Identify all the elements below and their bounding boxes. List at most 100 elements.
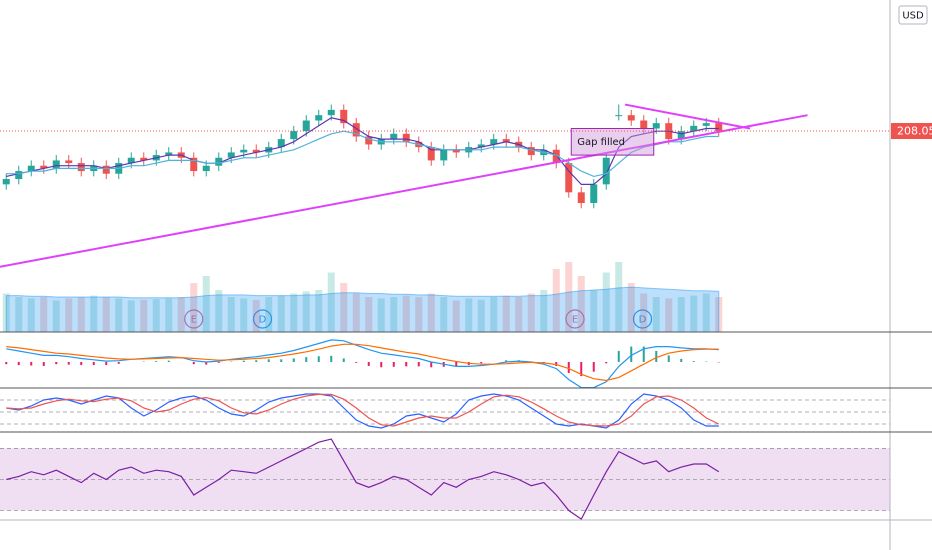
volume-bar — [527, 293, 535, 332]
volume-bar — [490, 297, 498, 332]
macd-histogram — [642, 346, 645, 362]
volume-bar — [40, 297, 48, 332]
trendline — [624, 103, 751, 130]
candle-body — [52, 160, 60, 169]
volume-bar — [440, 297, 448, 332]
candle-body — [240, 149, 248, 153]
candle-body — [427, 147, 435, 161]
volume-bar — [427, 293, 435, 332]
macd-histogram — [217, 361, 220, 363]
macd-histogram — [292, 358, 295, 362]
macd-histogram — [155, 361, 158, 362]
stoch-d — [6, 393, 720, 427]
currency: USD — [902, 11, 924, 22]
macd-histogram — [317, 356, 320, 362]
candle-body — [202, 165, 210, 172]
candle-body — [715, 123, 723, 132]
candle-body — [490, 139, 498, 145]
macd-histogram — [417, 361, 420, 367]
volume-bar — [652, 297, 660, 332]
annotation-box — [570, 127, 655, 156]
macd-histogram — [17, 361, 20, 366]
macd-histogram — [167, 360, 170, 362]
labels: 208.05 — [891, 123, 932, 140]
volume-bar — [452, 300, 460, 332]
volume-bar — [90, 295, 98, 332]
macd-histogram — [692, 361, 695, 362]
candle-body — [390, 133, 398, 140]
macd-histogram — [105, 361, 108, 366]
macd-histogram — [255, 360, 258, 362]
volume-bar — [327, 272, 335, 332]
volume-bar — [402, 295, 410, 332]
candle-body — [27, 165, 35, 172]
macd-histogram — [305, 357, 308, 362]
volume-bar — [215, 290, 223, 332]
macd-histogram — [555, 361, 558, 366]
candle-body — [315, 115, 323, 121]
volume-bar — [277, 295, 285, 332]
volume-bar — [52, 300, 60, 332]
volume-bar — [65, 298, 73, 332]
volume-bar — [340, 283, 348, 332]
volume-bar — [677, 297, 685, 332]
volume-bar — [477, 299, 485, 332]
candle-body — [615, 115, 623, 117]
candle-body — [215, 157, 223, 166]
event-label: E — [191, 315, 197, 326]
volume-bar — [227, 297, 235, 332]
event-label: D — [639, 315, 647, 326]
candle-body — [577, 192, 585, 203]
macd-histogram — [355, 361, 358, 363]
candle-body — [652, 123, 660, 129]
macd-histogram — [655, 350, 658, 362]
candle-body — [327, 109, 335, 116]
macd-histogram — [342, 358, 345, 362]
volume-bar — [702, 293, 710, 332]
macd-histogram — [380, 361, 383, 368]
volume-bar — [140, 299, 148, 332]
volume-bar — [127, 300, 135, 332]
candle-body — [477, 144, 485, 148]
macd-histogram — [580, 361, 583, 377]
volume-bar — [390, 297, 398, 332]
event-marker — [252, 309, 273, 329]
candle-body — [627, 115, 635, 121]
volume-bar — [690, 295, 698, 332]
volume-bar — [627, 283, 635, 332]
volume-bar — [540, 290, 548, 332]
volume-bar — [552, 269, 560, 332]
annotation-text: Gap filled — [577, 137, 625, 148]
macd-histogram — [330, 355, 333, 362]
macd-histogram — [630, 346, 633, 362]
volume-bar — [252, 299, 260, 332]
macd-histogram — [592, 361, 595, 372]
candle-body — [40, 165, 48, 169]
candle-body — [502, 139, 510, 142]
volume-ma-area — [5, 286, 720, 333]
macd-histogram — [567, 361, 570, 374]
marks: Gap filled E D E D — [0, 103, 890, 520]
volume-bar — [365, 297, 373, 332]
currency-box[interactable] — [898, 5, 928, 25]
candle-body — [165, 152, 173, 156]
volume-bar — [290, 293, 298, 332]
volume-bar — [665, 298, 673, 332]
candle-body — [102, 165, 110, 174]
volume-bar — [190, 283, 198, 332]
macd-histogram — [205, 361, 208, 365]
rsi-line — [6, 438, 720, 520]
candle-body — [640, 120, 648, 129]
macd-histogram — [605, 361, 608, 364]
volume-bar — [240, 298, 248, 332]
macd-histogram — [430, 361, 433, 368]
candle-body — [352, 123, 360, 137]
macd-histogram — [42, 361, 45, 366]
macd-histogram — [667, 355, 670, 362]
volume-bar — [302, 291, 310, 332]
volume-bar — [202, 276, 210, 332]
macd-histogram — [455, 361, 458, 367]
candle-body — [527, 147, 535, 156]
macd-histogram — [192, 361, 195, 365]
volume-bar — [352, 293, 360, 332]
